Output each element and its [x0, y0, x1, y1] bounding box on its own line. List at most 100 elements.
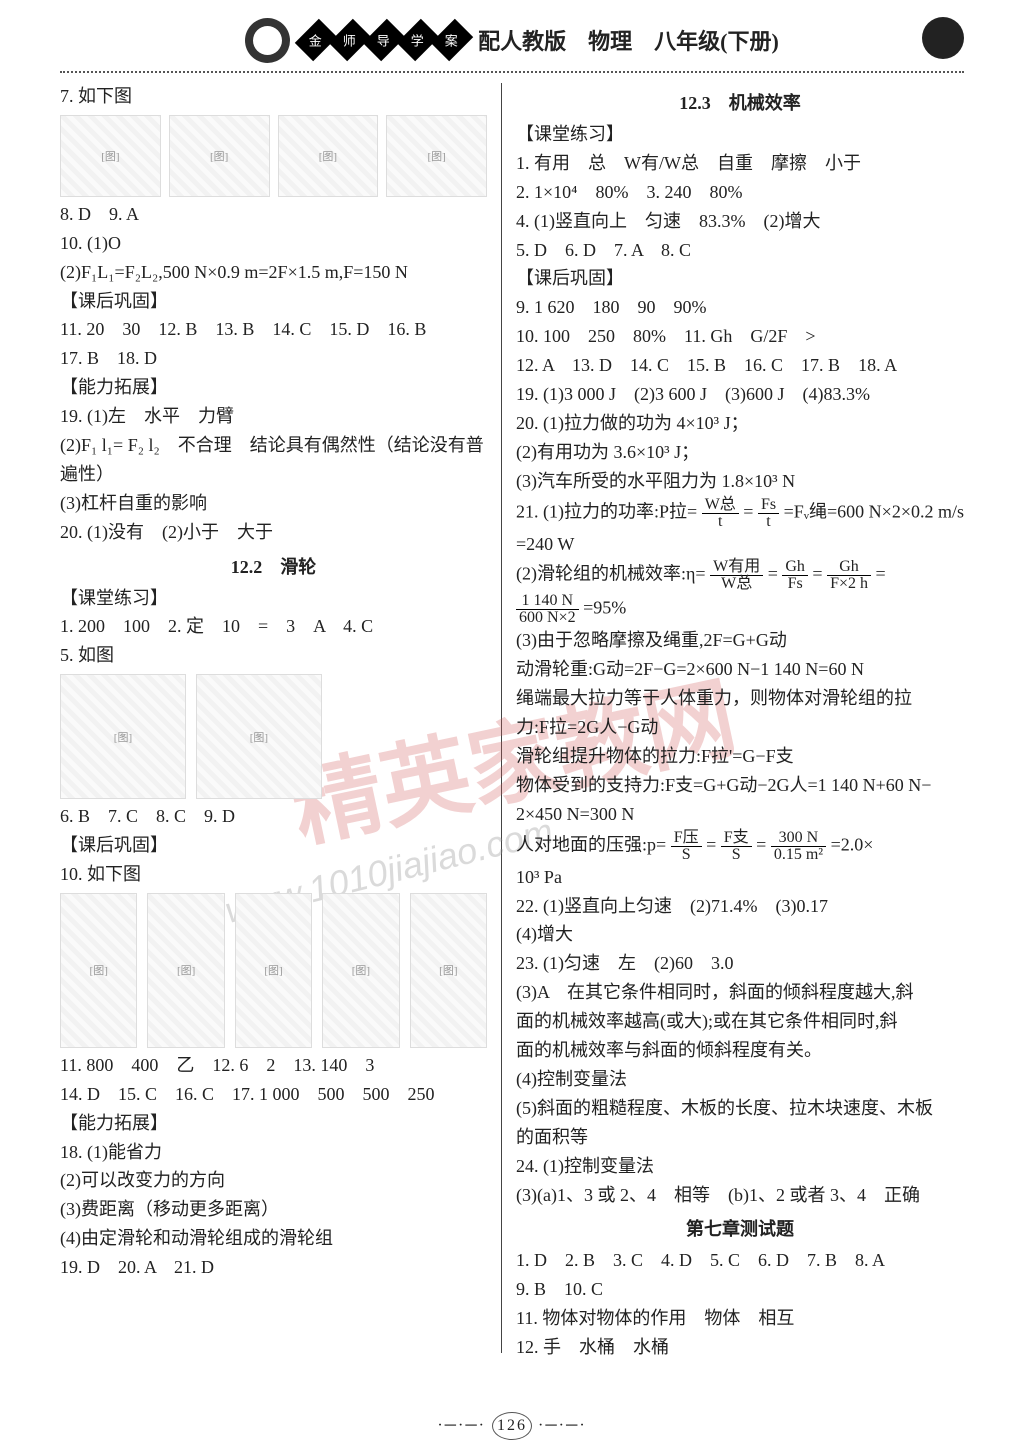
text-line: 的面积等 — [516, 1124, 964, 1152]
text-line: (4)由定滑轮和动滑轮组成的滑轮组 — [60, 1225, 487, 1253]
text-line: 10. 如下图 — [60, 861, 487, 889]
header-right-icon — [922, 17, 964, 59]
page-footer: ·─·─· 126 ·─·─· — [0, 1412, 1024, 1440]
text-line: 12. A 13. D 14. C 15. B 16. C 17. B 18. … — [516, 352, 964, 380]
text-line: (4)增大 — [516, 921, 964, 949]
text-line: (3)杠杆自重的影响 — [60, 490, 487, 518]
left-column: 7. 如下图 [图] [图] [图] [图] 8. D 9. A 10. (1)… — [60, 83, 487, 1353]
section-heading: 12.2 滑轮 — [60, 553, 487, 579]
text-line: (3)汽车所受的水平阻力为 1.8×10³ N — [516, 468, 964, 496]
section-label: 【课后巩固】 — [60, 288, 487, 316]
text-line: 滑轮组提升物体的拉力:F拉'=G−F支 — [516, 743, 964, 771]
text-line: 面的机械效率越高(或大);或在其它条件相同时,斜 — [516, 1008, 964, 1036]
text-line: 面的机械效率与斜面的倾斜程度有关。 — [516, 1037, 964, 1065]
text-line: (2)F₁ l₁= F₂ l₂ 不合理 结论具有偶然性（结论没有普 — [60, 432, 487, 460]
header-mascot-icon — [245, 18, 290, 63]
text-line: (4)控制变量法 — [516, 1066, 964, 1094]
lever-figure: [图] — [60, 115, 161, 197]
column-divider — [501, 83, 502, 1353]
text-line: 14. D 15. C 16. C 17. 1 000 500 500 250 — [60, 1081, 487, 1109]
text-line: 10³ Pa — [516, 864, 964, 892]
text-line: 11. 20 30 12. B 13. B 14. C 15. D 16. B — [60, 316, 487, 344]
text-line: 12. 手 水桶 水桶 — [516, 1334, 964, 1362]
page-header: 金 师 导 学 案 配人教版 物理 八年级(下册) — [60, 15, 964, 65]
text-line: 5. D 6. D 7. A 8. C — [516, 237, 964, 265]
lever-figure: [图] — [169, 115, 270, 197]
text-line: 19. (1)3 000 J (2)3 600 J (3)600 J (4)83… — [516, 381, 964, 409]
lever-figure: [图] — [278, 115, 379, 197]
text-line: (2)有用功为 3.6×10³ J； — [516, 439, 964, 467]
section-label: 【课后巩固】 — [60, 832, 487, 860]
pulley-figure: [图] — [147, 893, 224, 1048]
section-label: 【能力拓展】 — [60, 374, 487, 402]
section-label: 【能力拓展】 — [60, 1110, 487, 1138]
text-line: 5. 如图 — [60, 642, 487, 670]
text-line: 20. (1)拉力做的功为 4×10³ J； — [516, 410, 964, 438]
section-heading: 第七章测试题 — [516, 1215, 964, 1241]
text-line: 1. 有用 总 W有/W总 自重 摩擦 小于 — [516, 150, 964, 178]
text-line: 1. 200 100 2. 定 10 = 3 A 4. C — [60, 613, 487, 641]
crane-figure: [图] — [386, 115, 487, 197]
formula-line: 1 140 N600 N×2 =95% — [516, 593, 964, 626]
figure-row-3: [图] [图] [图] [图] [图] — [60, 893, 487, 1048]
text-line: 8. D 9. A — [60, 201, 487, 229]
text-line: (2)F₁L₁=F₂L₂,500 N×0.9 m=2F×1.5 m,F=150 … — [60, 259, 487, 287]
text-line: (2)可以改变力的方向 — [60, 1167, 487, 1195]
text-line: 18. (1)能省力 — [60, 1139, 487, 1167]
text-line: 物体受到的支持力:F支=G+G动−2G人=1 140 N+60 N− — [516, 772, 964, 800]
header-title: 配人教版 物理 八年级(下册) — [478, 24, 779, 56]
text-line: 17. B 18. D — [60, 345, 487, 373]
figure-row-1: [图] [图] [图] [图] — [60, 115, 487, 197]
text-line: 19. D 20. A 21. D — [60, 1254, 487, 1282]
text-line: 10. 100 250 80% 11. Gh G/2F > — [516, 323, 964, 351]
pulley-figure: [图] — [235, 893, 312, 1048]
section-label: 【课堂练习】 — [60, 585, 487, 613]
text-line: 9. 1 620 180 90 90% — [516, 294, 964, 322]
emblem: 案 — [431, 19, 473, 61]
pulley-figure: [图] — [322, 893, 399, 1048]
text-line: 绳端最大拉力等于人体重力，则物体对滑轮组的拉 — [516, 685, 964, 713]
text-line: 4. (1)竖直向上 匀速 83.3% (2)增大 — [516, 208, 964, 236]
pulley-figure: [图] — [196, 674, 322, 799]
text-line: =240 W — [516, 531, 964, 559]
text-line: 动滑轮重:G动=2F−G=2×600 N−1 140 N=60 N — [516, 656, 964, 684]
text-line: 11. 物体对物体的作用 物体 相互 — [516, 1305, 964, 1333]
text-line: 11. 800 400 乙 12. 6 2 13. 140 3 — [60, 1052, 487, 1080]
content-columns: 7. 如下图 [图] [图] [图] [图] 8. D 9. A 10. (1)… — [60, 83, 964, 1353]
section-heading: 12.3 机械效率 — [516, 89, 964, 115]
text-line: (3)由于忽略摩擦及绳重,2F=G+G动 — [516, 627, 964, 655]
formula-line: 人对地面的压强:p= F压S = F支S = 300 N0.15 m² =2.0… — [516, 830, 964, 863]
text-line: (5)斜面的粗糙程度、木板的长度、拉木块速度、木板 — [516, 1095, 964, 1123]
formula-line: 21. (1)拉力的功率:P拉= W总t = Fst =Fᵥ绳=600 N×2×… — [516, 497, 964, 530]
header-emblem-group: 金 师 导 学 案 — [300, 23, 468, 57]
text-line: 22. (1)竖直向上匀速 (2)71.4% (3)0.17 — [516, 893, 964, 921]
text-line: 7. 如下图 — [60, 83, 487, 111]
text-line: 10. (1)O — [60, 230, 487, 258]
text-line: 9. B 10. C — [516, 1276, 964, 1304]
text-line: 24. (1)控制变量法 — [516, 1153, 964, 1181]
pulley-figure: [图] — [410, 893, 487, 1048]
text-line: 23. (1)匀速 左 (2)60 3.0 — [516, 950, 964, 978]
formula-line: (2)滑轮组的机械效率:η= W有用W总 = GhFs = GhF×2 h = — [516, 559, 964, 592]
pulley-figure: [图] — [60, 674, 186, 799]
text-line: 20. (1)没有 (2)小于 大于 — [60, 519, 487, 547]
text-line: 2×450 N=300 N — [516, 801, 964, 829]
text-line: 力:F拉=2G人−G动 — [516, 714, 964, 742]
footer-deco-left: ·─·─· — [437, 1417, 486, 1434]
text-line: (3)(a)1、3 或 2、4 相等 (b)1、2 或者 3、4 正确 — [516, 1182, 964, 1210]
text-line: 1. D 2. B 3. C 4. D 5. C 6. D 7. B 8. A — [516, 1247, 964, 1275]
section-label: 【课后巩固】 — [516, 265, 964, 293]
page-number: 126 — [492, 1412, 532, 1440]
text-line: 2. 1×10⁴ 80% 3. 240 80% — [516, 179, 964, 207]
section-label: 【课堂练习】 — [516, 121, 964, 149]
text-line: 6. B 7. C 8. C 9. D — [60, 803, 487, 831]
text-line: (3)A 在其它条件相同时，斜面的倾斜程度越大,斜 — [516, 979, 964, 1007]
text-line: 19. (1)左 水平 力臂 — [60, 403, 487, 431]
text-line: 遍性） — [60, 461, 487, 489]
right-column: 12.3 机械效率 【课堂练习】 1. 有用 总 W有/W总 自重 摩擦 小于 … — [516, 83, 964, 1353]
figure-row-2: [图] [图] — [60, 674, 487, 799]
pulley-figure: [图] — [60, 893, 137, 1048]
header-divider — [60, 71, 964, 73]
text-line: (3)费距离（移动更多距离） — [60, 1196, 487, 1224]
footer-deco-right: ·─·─· — [538, 1417, 587, 1434]
